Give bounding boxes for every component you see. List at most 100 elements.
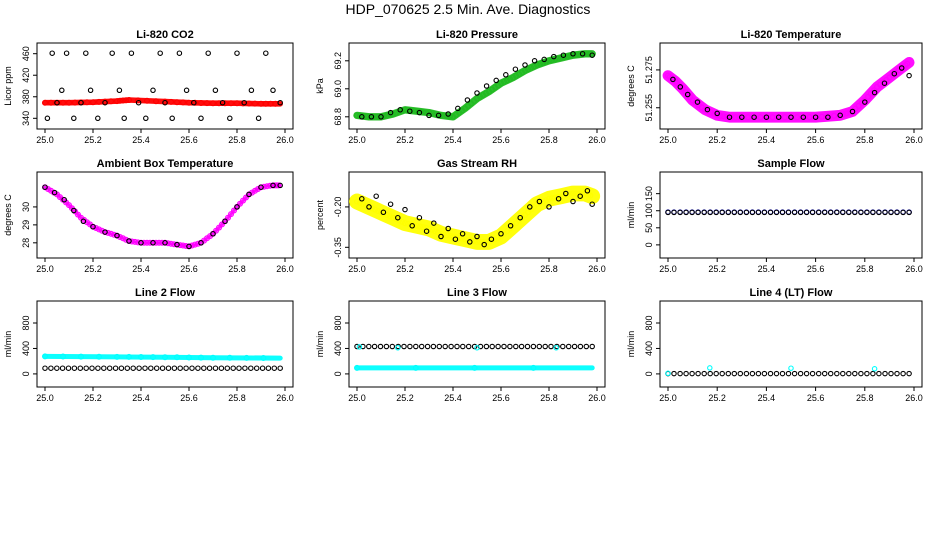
x-tick-label: 25.6	[492, 135, 510, 145]
data-point	[735, 114, 742, 121]
data-point	[162, 240, 168, 246]
chart-panel-1: Li-820 CO2 Licor ppm 25.0 25.2 25.4 25.6 25.8 2…	[3, 29, 294, 145]
data-point	[815, 370, 822, 377]
x-tick-label: 26.0	[588, 135, 606, 145]
data-point	[871, 366, 878, 372]
data-point	[731, 209, 738, 216]
data-point	[222, 100, 229, 107]
data-point	[719, 370, 725, 377]
data-point	[78, 99, 84, 106]
series-rh-dense	[349, 185, 601, 250]
data-point	[206, 365, 213, 371]
data-point	[432, 228, 439, 235]
data-point	[834, 370, 840, 377]
y-tick-label: 400	[333, 341, 343, 356]
data-point	[210, 231, 216, 237]
x-tick-label: 25.0	[348, 393, 366, 403]
y-tick-label: 68.8	[333, 108, 343, 126]
y-axis-label: percent	[315, 199, 325, 230]
data-point	[234, 100, 241, 107]
data-point	[767, 209, 774, 216]
data-point	[477, 93, 484, 100]
data-point	[74, 211, 81, 218]
data-point	[448, 343, 454, 350]
data-point	[95, 353, 102, 360]
data-point	[116, 97, 123, 104]
chart-panel-2: Li-820 Pressure kPa 25.0 25.2 25.4 25.6 25.8 26…	[315, 29, 606, 145]
series-line	[353, 50, 596, 121]
data-point	[122, 236, 129, 243]
data-point	[205, 50, 211, 56]
data-point	[744, 114, 751, 121]
data-point	[260, 355, 267, 362]
data-point	[524, 343, 531, 350]
data-point	[749, 209, 756, 216]
data-point	[677, 84, 684, 90]
data-point	[584, 188, 591, 194]
data-point	[530, 364, 537, 371]
chart-panel-9: Line 4 (LT) Flow ml/min 25.0 25.2 25.4 25.6 25…	[626, 287, 923, 403]
data-point	[389, 343, 396, 350]
data-point	[110, 231, 117, 238]
data-point	[577, 343, 584, 350]
data-point	[201, 365, 207, 371]
data-point	[731, 370, 738, 377]
data-point	[465, 343, 472, 350]
data-point	[788, 365, 794, 371]
data-point	[806, 114, 813, 121]
y-tick-label: 30	[21, 202, 31, 212]
data-point	[141, 239, 148, 246]
data-point	[882, 209, 888, 216]
data-point	[870, 370, 876, 377]
data-point	[387, 201, 394, 207]
data-point	[171, 365, 178, 371]
data-point	[426, 112, 432, 119]
data-point	[825, 114, 831, 120]
chart-panel-4: Ambient Box Temperature degrees C 25.0 25.2…	[3, 158, 294, 274]
x-tick-label: 26.0	[276, 393, 294, 403]
data-point	[683, 209, 689, 216]
series-line2-black	[42, 365, 283, 371]
data-point	[751, 114, 757, 120]
data-point	[530, 63, 537, 70]
data-point	[507, 75, 514, 82]
data-point	[252, 100, 259, 107]
data-point	[125, 353, 132, 360]
data-point	[95, 115, 101, 122]
data-point	[542, 343, 548, 350]
series-ambient-samples	[42, 182, 283, 250]
data-point	[670, 76, 676, 83]
data-point	[219, 99, 226, 106]
x-tick-label: 26.0	[588, 264, 606, 274]
y-tick-label: 29	[21, 220, 31, 230]
data-point	[570, 198, 576, 205]
data-point	[241, 99, 247, 106]
y-tick-label: 69.0	[333, 80, 343, 98]
data-point	[426, 109, 433, 116]
data-point	[174, 354, 181, 361]
data-point	[162, 354, 169, 361]
data-point	[159, 365, 166, 371]
data-point	[729, 114, 736, 121]
data-point	[560, 54, 567, 61]
data-point	[867, 90, 874, 97]
figure-title: HDP_070625 2.5 Min. Ave. Diagnostics	[346, 1, 591, 17]
data-point	[555, 196, 562, 202]
data-point	[488, 236, 495, 242]
data-point	[102, 229, 108, 235]
data-point	[402, 206, 408, 213]
data-point	[224, 365, 231, 371]
data-point	[711, 110, 718, 117]
data-point	[198, 99, 205, 106]
data-point	[423, 109, 430, 116]
data-point	[524, 66, 531, 73]
data-point	[407, 108, 413, 114]
data-point	[356, 344, 363, 350]
data-point	[147, 239, 154, 246]
x-tick-label: 25.6	[807, 264, 825, 274]
data-point	[387, 213, 394, 220]
data-point	[459, 231, 466, 237]
data-point	[423, 224, 430, 231]
plot-frame	[659, 300, 923, 388]
y-axis-label: ml/min	[315, 331, 325, 358]
